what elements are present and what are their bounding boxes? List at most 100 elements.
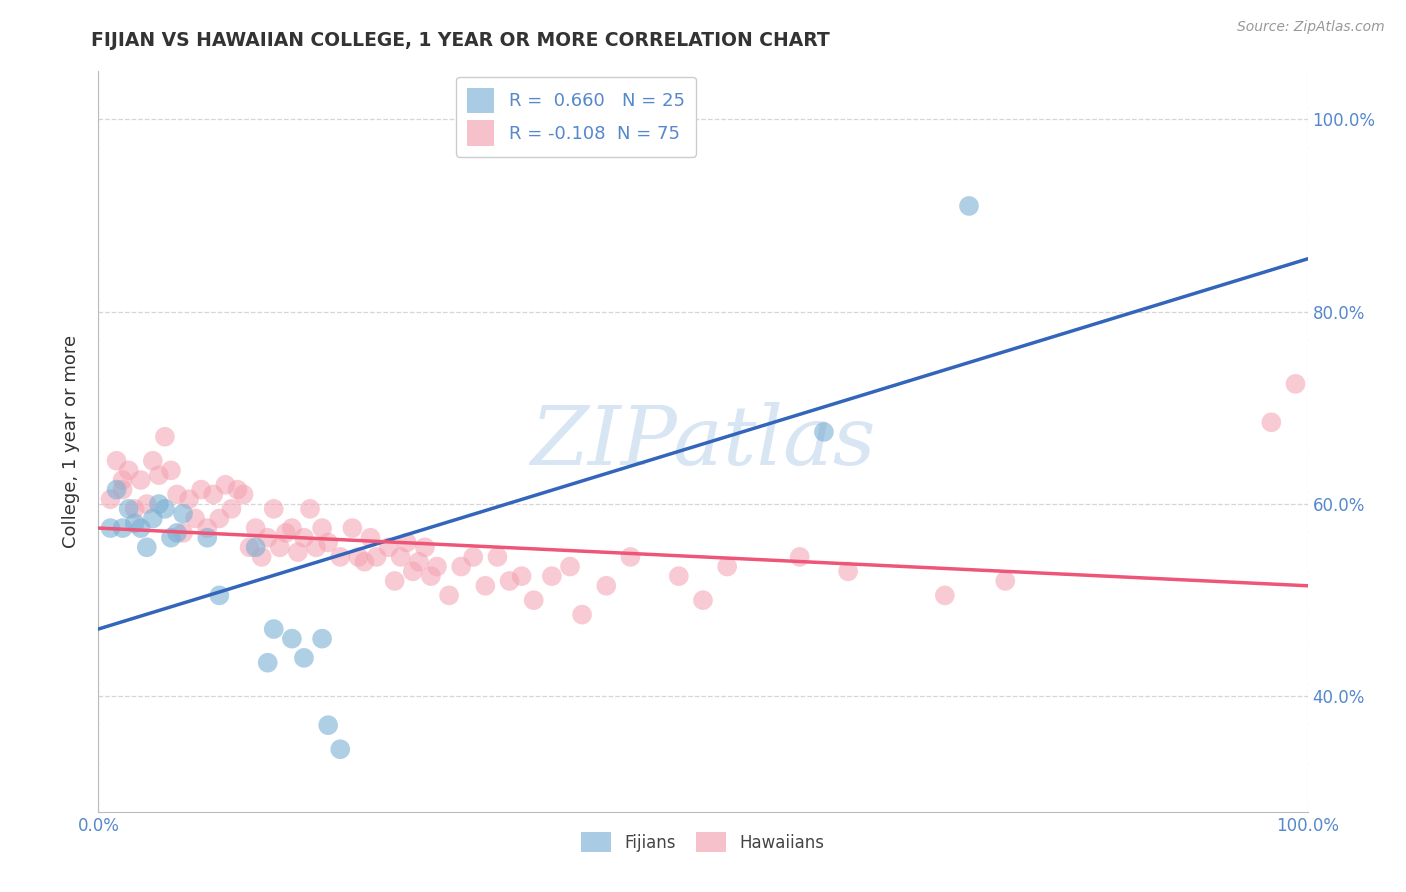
Point xyxy=(100,492,122,507)
Point xyxy=(105,483,128,497)
Point xyxy=(263,622,285,636)
Point xyxy=(226,483,249,497)
Point xyxy=(105,454,128,468)
Point xyxy=(118,501,141,516)
Point xyxy=(329,549,352,564)
Point xyxy=(135,541,157,555)
Point xyxy=(498,574,520,588)
Point xyxy=(239,541,262,555)
Point xyxy=(486,549,509,564)
Point xyxy=(160,531,183,545)
Point xyxy=(420,569,443,583)
Point xyxy=(934,588,956,602)
Point xyxy=(129,521,152,535)
Point xyxy=(426,559,449,574)
Point xyxy=(329,742,352,756)
Point xyxy=(347,549,370,564)
Point xyxy=(111,521,134,535)
Point xyxy=(510,569,533,583)
Point xyxy=(474,579,496,593)
Point xyxy=(118,463,141,477)
Point xyxy=(957,199,980,213)
Point xyxy=(595,579,617,593)
Point xyxy=(202,487,225,501)
Point xyxy=(129,473,152,487)
Point xyxy=(716,559,738,574)
Point xyxy=(389,549,412,564)
Point xyxy=(366,549,388,564)
Text: ZIPatlas: ZIPatlas xyxy=(530,401,876,482)
Point xyxy=(692,593,714,607)
Point xyxy=(299,501,322,516)
Point xyxy=(195,531,218,545)
Point xyxy=(153,430,176,444)
Point xyxy=(353,555,375,569)
Point xyxy=(571,607,593,622)
Point xyxy=(395,535,418,549)
Text: FIJIAN VS HAWAIIAN COLLEGE, 1 YEAR OR MORE CORRELATION CHART: FIJIAN VS HAWAIIAN COLLEGE, 1 YEAR OR MO… xyxy=(91,31,830,50)
Point xyxy=(269,541,291,555)
Point xyxy=(214,478,236,492)
Point xyxy=(316,718,339,732)
Point xyxy=(111,483,134,497)
Point xyxy=(232,487,254,501)
Point xyxy=(160,463,183,477)
Point xyxy=(523,593,546,607)
Point xyxy=(789,549,811,564)
Point xyxy=(142,454,165,468)
Point xyxy=(135,497,157,511)
Point xyxy=(281,632,304,646)
Point xyxy=(195,521,218,535)
Point xyxy=(311,632,333,646)
Point xyxy=(619,549,641,564)
Point xyxy=(250,549,273,564)
Point xyxy=(311,521,333,535)
Point xyxy=(837,565,859,579)
Point xyxy=(166,487,188,501)
Legend: Fijians, Hawaiians: Fijians, Hawaiians xyxy=(575,825,831,859)
Point xyxy=(342,521,364,535)
Point xyxy=(316,535,339,549)
Point xyxy=(292,531,315,545)
Point xyxy=(124,516,146,531)
Point xyxy=(166,525,188,540)
Point xyxy=(1260,415,1282,429)
Point xyxy=(221,501,243,516)
Point xyxy=(190,483,212,497)
Point xyxy=(287,545,309,559)
Point xyxy=(668,569,690,583)
Point xyxy=(148,468,170,483)
Point xyxy=(377,541,399,555)
Point xyxy=(153,501,176,516)
Point xyxy=(124,501,146,516)
Point xyxy=(256,656,278,670)
Point xyxy=(111,473,134,487)
Point xyxy=(172,525,194,540)
Point xyxy=(281,521,304,535)
Point xyxy=(292,651,315,665)
Point xyxy=(208,588,231,602)
Point xyxy=(813,425,835,439)
Point xyxy=(384,574,406,588)
Point xyxy=(274,525,297,540)
Point xyxy=(184,511,207,525)
Y-axis label: College, 1 year or more: College, 1 year or more xyxy=(62,335,80,548)
Text: Source: ZipAtlas.com: Source: ZipAtlas.com xyxy=(1237,20,1385,34)
Point xyxy=(540,569,562,583)
Point xyxy=(402,565,425,579)
Point xyxy=(305,541,328,555)
Point xyxy=(463,549,485,564)
Point xyxy=(1284,376,1306,391)
Point xyxy=(263,501,285,516)
Point xyxy=(360,531,382,545)
Point xyxy=(142,511,165,525)
Point xyxy=(413,541,436,555)
Point xyxy=(172,507,194,521)
Point xyxy=(256,531,278,545)
Point xyxy=(450,559,472,574)
Point xyxy=(408,555,430,569)
Point xyxy=(245,521,267,535)
Point xyxy=(208,511,231,525)
Point xyxy=(994,574,1017,588)
Point xyxy=(245,541,267,555)
